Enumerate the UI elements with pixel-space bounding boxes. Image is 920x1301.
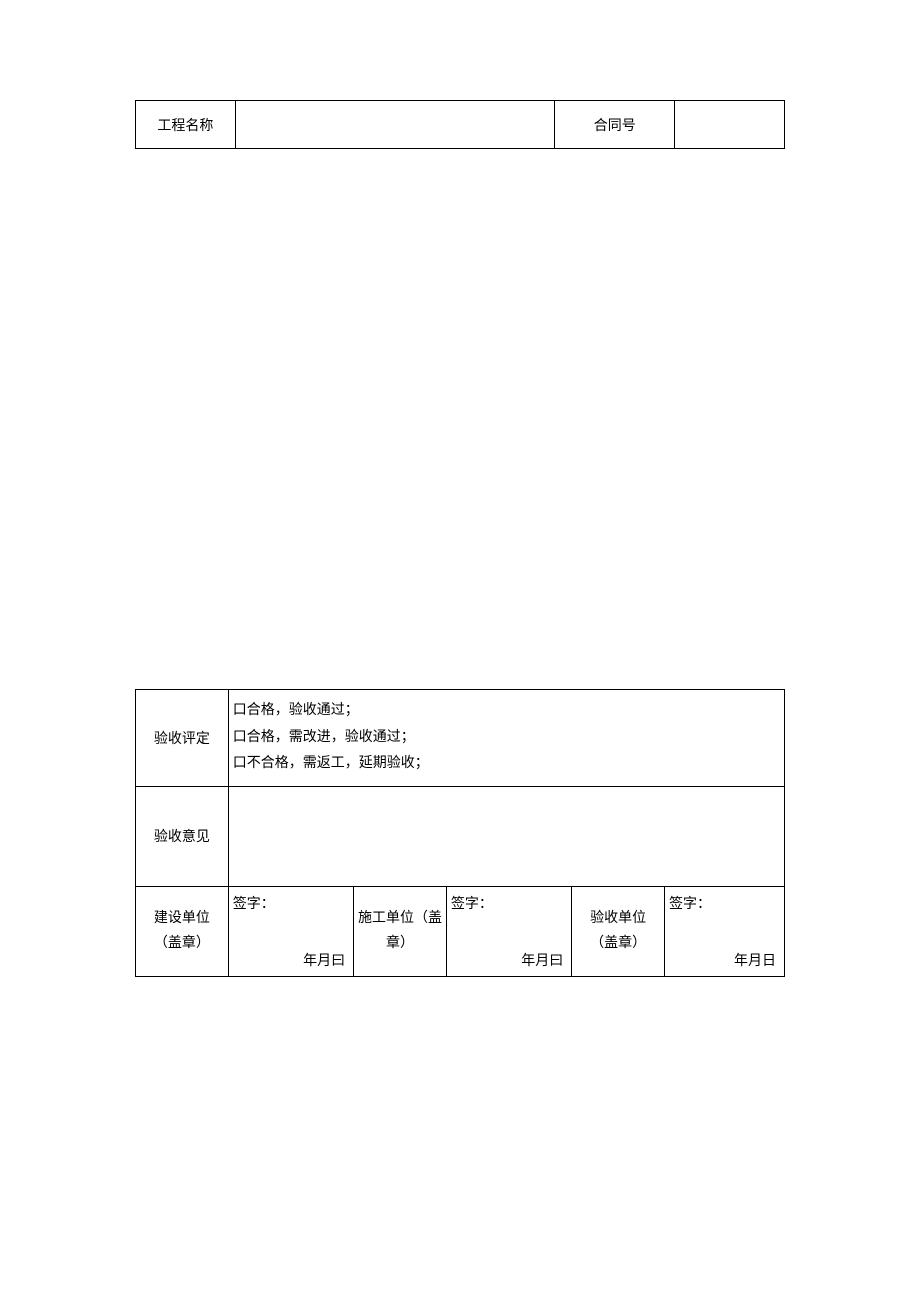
construction-date: 年月曰 bbox=[303, 950, 345, 970]
builder-unit-line2: 章） bbox=[386, 936, 414, 951]
opinion-label: 验收意见 bbox=[136, 786, 229, 886]
construction-sign-label: 签字： bbox=[233, 893, 275, 913]
construction-unit-label: 建设单位 （盖章） bbox=[136, 886, 229, 976]
assessment-label: 验收评定 bbox=[136, 690, 229, 787]
acceptance-unit-sign-cell: 签字： 年月日 bbox=[664, 886, 784, 976]
assessment-options: 口合格，验收通过； 口合格，需改进，验收通过； 口不合格，需返工，延期验收； bbox=[228, 690, 784, 787]
builder-unit-label: 施工单位（盖 章） bbox=[354, 886, 447, 976]
contract-no-label: 合同号 bbox=[555, 101, 675, 149]
construction-unit-line2: （盖章） bbox=[154, 936, 210, 951]
acceptance-unit-label: 验收单位 （盖章） bbox=[572, 886, 665, 976]
builder-sign-label: 签字： bbox=[451, 893, 493, 913]
opinion-value bbox=[228, 786, 784, 886]
page-container: 工程名称 合同号 验收评定 口合格，验收通过； 口合格，需改进，验收通过； 口不… bbox=[0, 0, 920, 977]
acceptance-unit-line1: 验收单位 bbox=[590, 911, 646, 926]
builder-unit-sign-cell: 签字： 年月曰 bbox=[446, 886, 571, 976]
assessment-option-2: 口合格，需改进，验收通过； bbox=[233, 725, 780, 752]
signature-row: 建设单位 （盖章） 签字： 年月曰 施工单位（盖 章） 签字： 年月曰 验收单位… bbox=[136, 886, 785, 976]
acceptance-table: 验收评定 口合格，验收通过； 口合格，需改进，验收通过； 口不合格，需返工，延期… bbox=[135, 689, 785, 977]
project-info-table: 工程名称 合同号 bbox=[135, 100, 785, 149]
builder-unit-line1: 施工单位（盖 bbox=[358, 911, 442, 926]
builder-date: 年月曰 bbox=[521, 950, 563, 970]
construction-unit-sign-cell: 签字： 年月曰 bbox=[228, 886, 353, 976]
acceptance-sign-label: 签字： bbox=[669, 893, 711, 913]
acceptance-date: 年月日 bbox=[734, 950, 776, 970]
construction-unit-line1: 建设单位 bbox=[154, 911, 210, 926]
project-name-value bbox=[235, 101, 554, 149]
project-name-label: 工程名称 bbox=[136, 101, 236, 149]
assessment-row: 验收评定 口合格，验收通过； 口合格，需改进，验收通过； 口不合格，需返工，延期… bbox=[136, 690, 785, 787]
contract-no-value bbox=[675, 101, 785, 149]
project-info-row: 工程名称 合同号 bbox=[136, 101, 785, 149]
acceptance-unit-line2: （盖章） bbox=[590, 936, 646, 951]
assessment-option-3: 口不合格，需返工，延期验收； bbox=[233, 751, 780, 778]
assessment-option-1: 口合格，验收通过； bbox=[233, 698, 780, 725]
opinion-row: 验收意见 bbox=[136, 786, 785, 886]
